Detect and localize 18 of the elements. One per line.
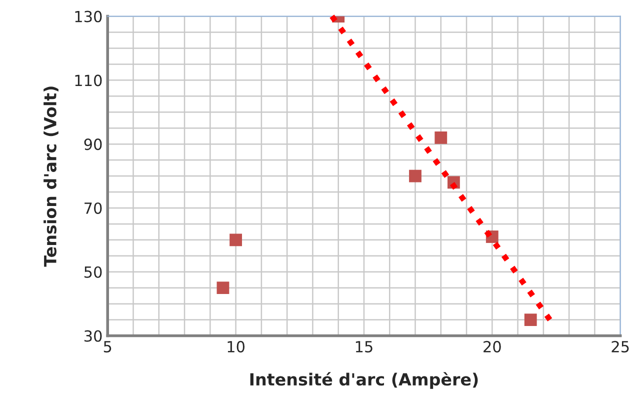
y-tick-label: 70: [84, 202, 102, 214]
point: [524, 314, 537, 326]
point: [409, 170, 422, 182]
x-tick-label: 25: [612, 340, 629, 352]
y-tick-label: 110: [75, 74, 102, 86]
x-tick-label: 15: [356, 341, 372, 352]
x-tick-label: 10: [228, 340, 244, 352]
y-tick-label: 30: [84, 330, 102, 342]
point: [434, 131, 448, 144]
x-tick-label: 20: [484, 340, 501, 352]
x-axis-title: Intensité d'arc (Ampère): [250, 372, 478, 389]
y-axis-title: Tension d'arc (Volt): [44, 86, 58, 267]
point: [230, 234, 242, 246]
y-tick-label: 130: [75, 10, 102, 22]
y-tick-label: 50: [84, 266, 102, 278]
point: [216, 282, 230, 294]
y-tick-label: 90: [84, 138, 102, 150]
x-tick-label: 5: [104, 341, 112, 352]
